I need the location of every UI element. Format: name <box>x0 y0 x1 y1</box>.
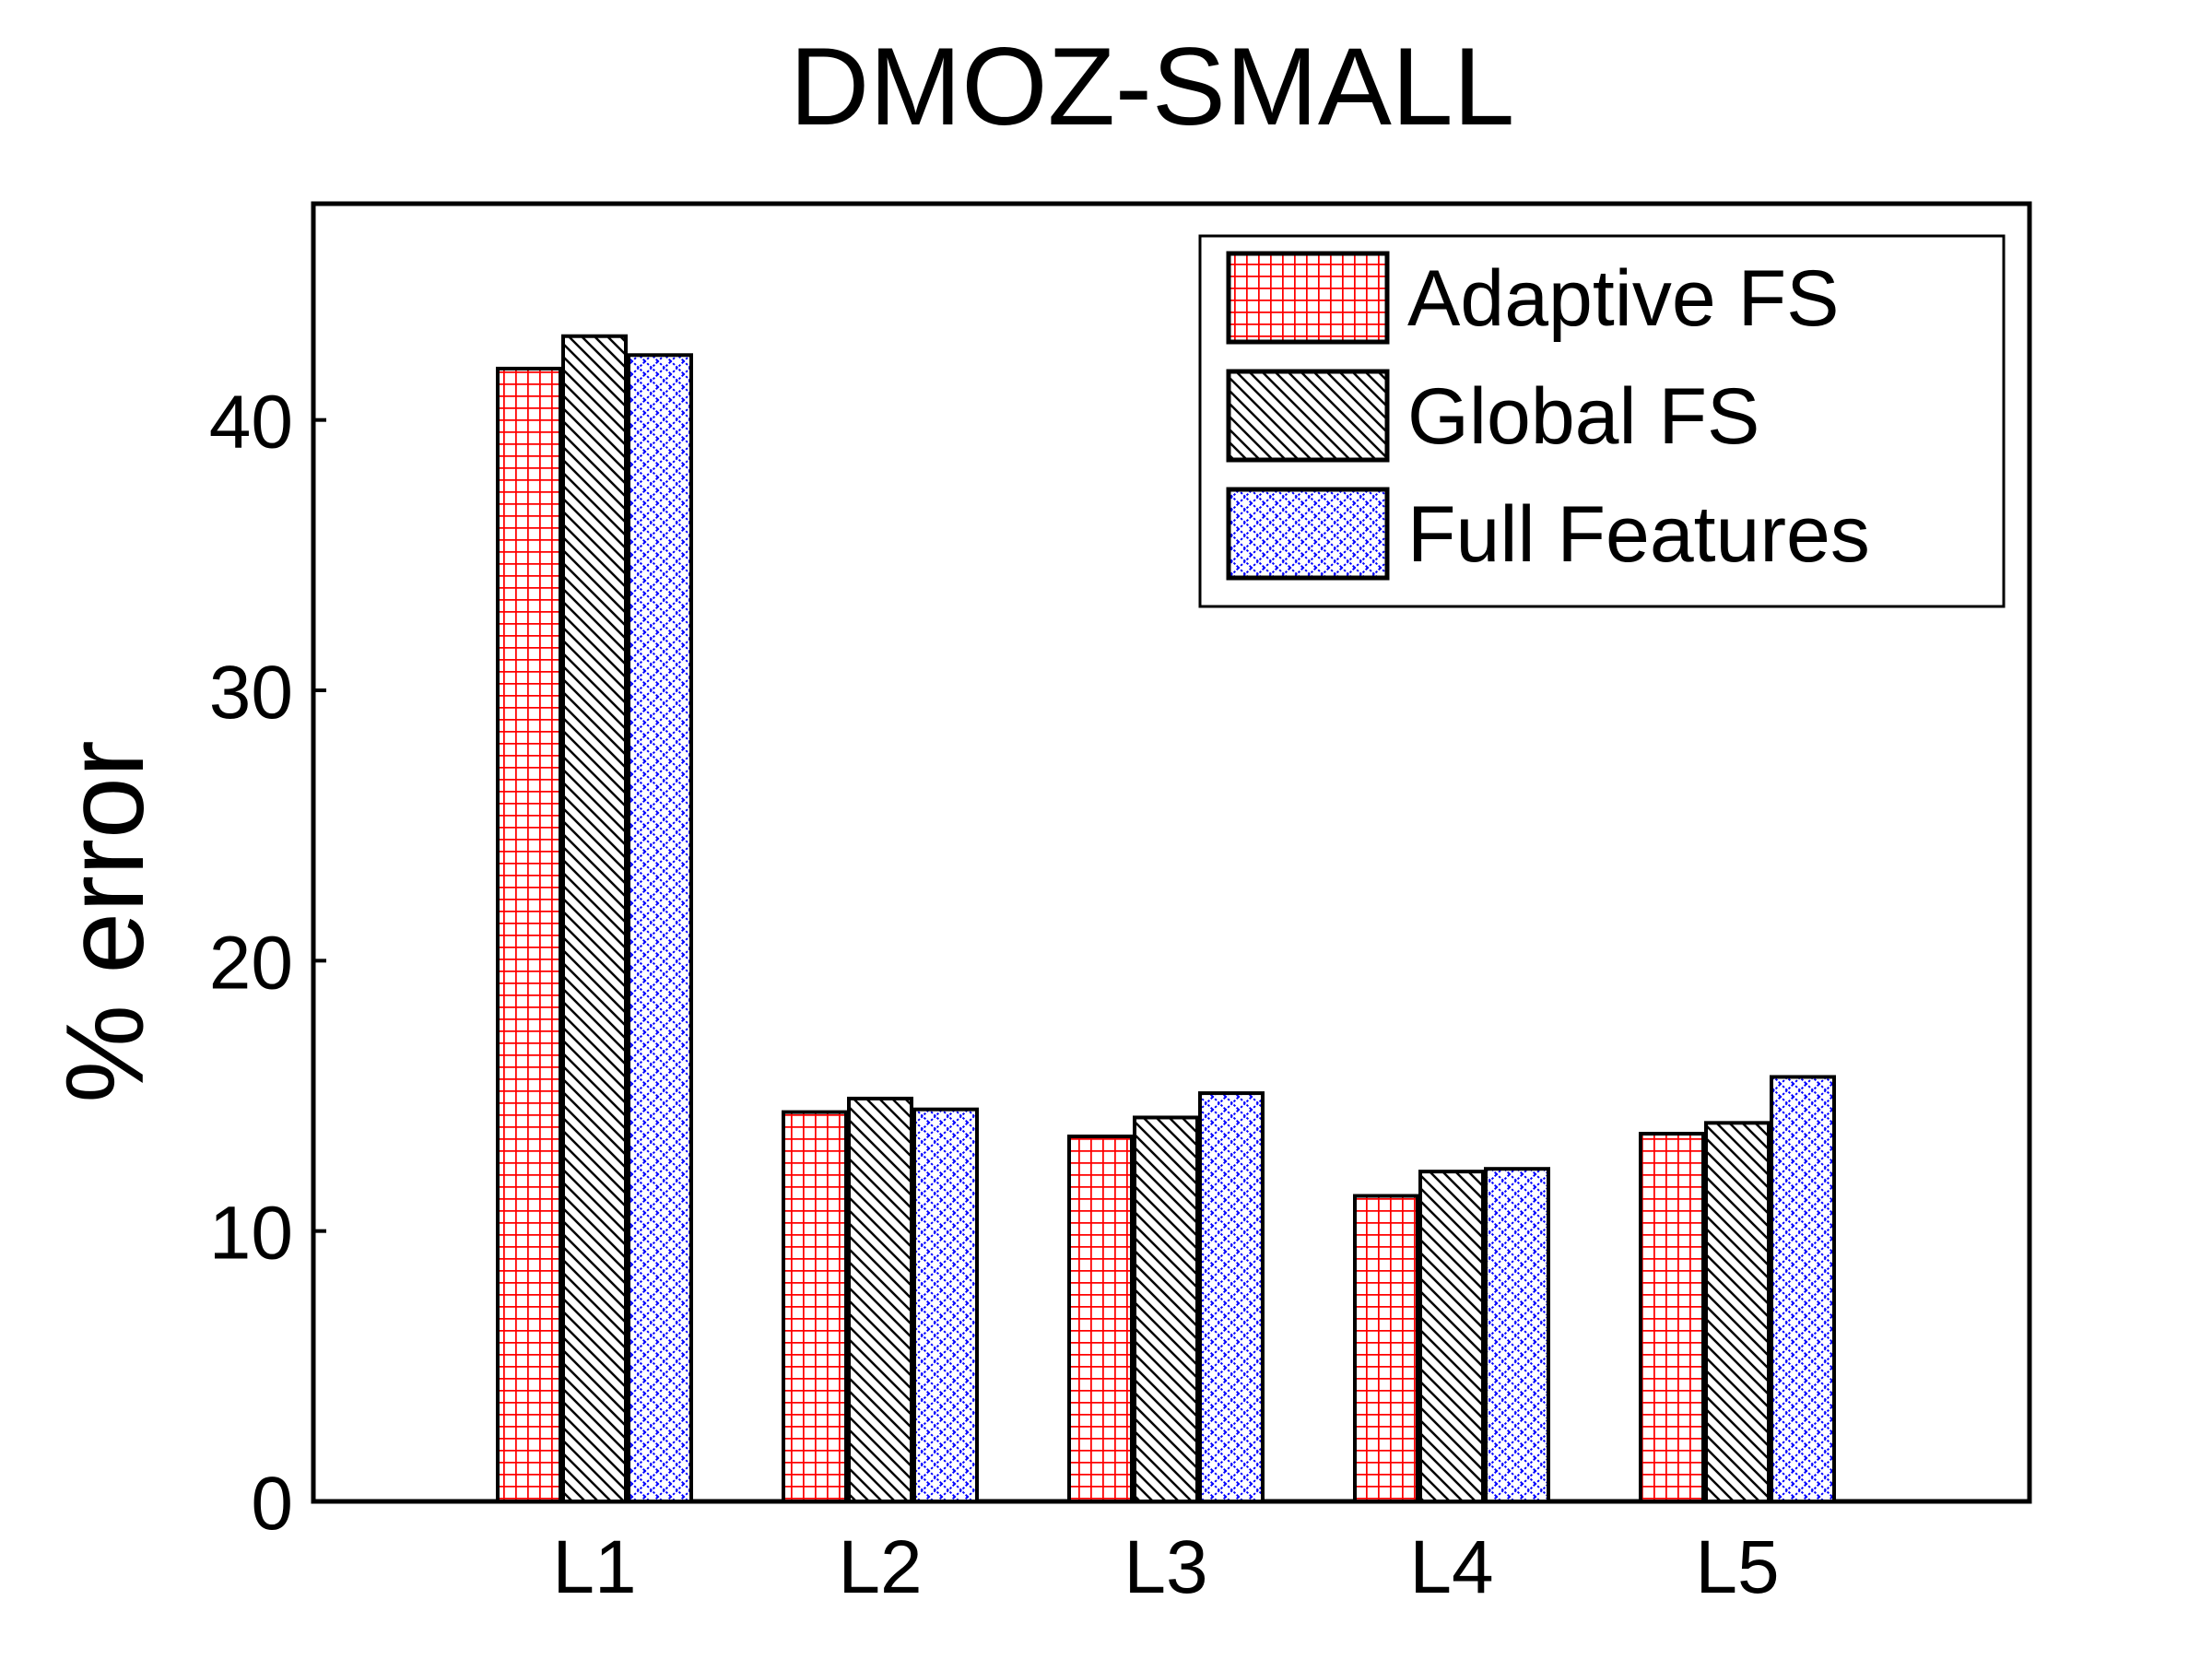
y-tick-label: 20 <box>209 921 293 1005</box>
legend-swatch <box>1226 487 1390 581</box>
legend-label: Full Features <box>1407 490 1870 579</box>
bar-l5-adaptive-fs <box>1639 1132 1705 1503</box>
bar-l4-adaptive-fs <box>1353 1194 1419 1503</box>
y-tick-label: 0 <box>251 1462 293 1546</box>
legend-swatch <box>1226 251 1390 345</box>
bar-l3-global-fs <box>1133 1115 1199 1503</box>
legend: Adaptive FS Global FS Full Features <box>1198 234 2006 608</box>
bar-l2-global-fs <box>847 1096 913 1504</box>
bar-l1-full-features <box>627 353 693 1503</box>
bar-l5-full-features <box>1770 1075 1836 1503</box>
bar-l2-adaptive-fs <box>782 1110 848 1503</box>
chart-title: DMOZ-SMALL <box>790 25 1515 148</box>
x-tick-label: L4 <box>1409 1525 1493 1609</box>
y-axis: 0 10 20 30 40 <box>209 381 326 1546</box>
y-tick-label: 40 <box>209 381 293 465</box>
legend-swatch <box>1226 369 1390 463</box>
x-tick-label: L3 <box>1124 1525 1207 1609</box>
x-tick-label: L2 <box>838 1525 922 1609</box>
bar-l4-full-features <box>1484 1167 1550 1503</box>
x-axis: L1 L2 L3 L4 L5 <box>552 1525 1779 1609</box>
x-tick-label: L5 <box>1695 1525 1779 1609</box>
legend-label: Global FS <box>1407 372 1759 461</box>
bar-l1-adaptive-fs <box>496 366 562 1503</box>
y-tick-label: 30 <box>209 651 293 735</box>
legend-label: Adaptive FS <box>1407 254 1839 343</box>
bar-l3-full-features <box>1198 1091 1265 1503</box>
x-tick-label: L1 <box>552 1525 636 1609</box>
bars-group <box>496 334 1836 1504</box>
y-tick-label: 10 <box>209 1192 293 1276</box>
y-axis-label: % error <box>43 740 167 1102</box>
bar-l4-global-fs <box>1418 1170 1485 1503</box>
bar-l3-adaptive-fs <box>1067 1135 1134 1503</box>
bar-l1-global-fs <box>561 334 628 1504</box>
bar-l5-global-fs <box>1704 1121 1771 1504</box>
bar-l2-full-features <box>912 1107 979 1503</box>
